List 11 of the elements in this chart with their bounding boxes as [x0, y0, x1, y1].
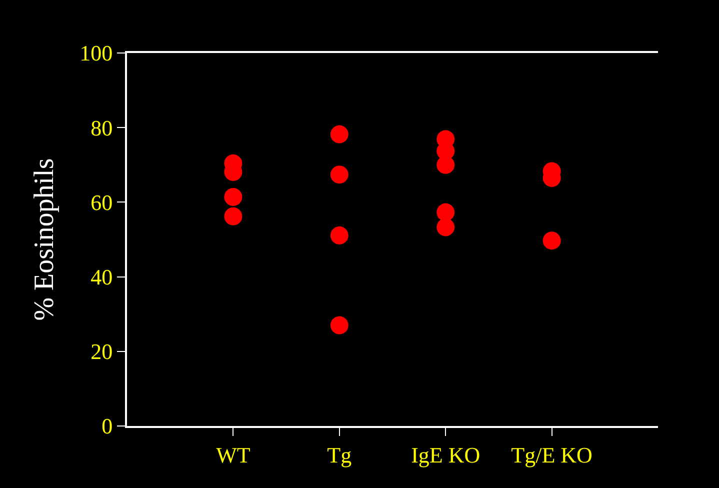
- y-tick-label: 60: [90, 190, 113, 215]
- x-tick-label: Tg: [327, 442, 352, 468]
- y-tick-label: 0: [102, 414, 113, 439]
- y-tick-label: 20: [90, 339, 113, 364]
- x-tick-label: Tg/E KO: [511, 442, 592, 468]
- y-tick-label: 40: [90, 264, 113, 290]
- y-tick-label: 100: [80, 40, 113, 66]
- y-tick-label: 80: [90, 115, 113, 140]
- x-tick-label: IgE KO: [411, 442, 480, 468]
- x-tick-label: WT: [216, 442, 251, 468]
- y-axis-title: % Eosinophils: [28, 158, 60, 321]
